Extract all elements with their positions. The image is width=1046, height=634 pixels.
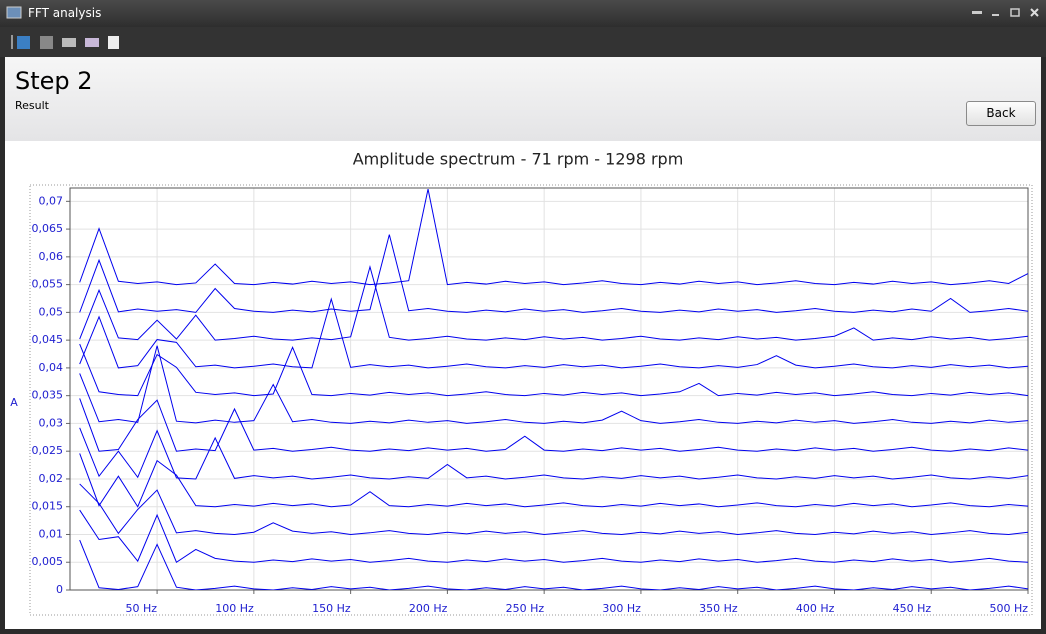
spectrum-line: [79, 539, 1028, 590]
app-icon: [6, 6, 22, 19]
pin-button[interactable]: [972, 11, 982, 14]
spectrum-line: [79, 427, 1028, 480]
spectrum-line: [79, 234, 1028, 313]
spectrum-line: [79, 264, 1028, 341]
title-bar: FFT analysis: [0, 0, 1046, 27]
tool-open[interactable]: [17, 36, 30, 49]
x-tick-label: 100 Hz: [215, 602, 254, 615]
x-tick-label: 300 Hz: [602, 602, 641, 615]
spectrum-line: [79, 509, 1028, 563]
maximize-button[interactable]: [1010, 8, 1020, 17]
minimize-button[interactable]: [992, 14, 999, 16]
spectrum-line: [79, 345, 1028, 424]
x-tick-label: 50 Hz: [126, 602, 158, 615]
x-tick-label: 500 Hz: [989, 602, 1028, 615]
y-tick-label: 0,06: [39, 250, 64, 263]
y-tick-label: 0: [56, 583, 63, 596]
y-tick-label: 0,07: [39, 194, 64, 207]
grip: [11, 35, 13, 49]
chart: Amplitude spectrum - 71 rpm - 1298 rpm A…: [10, 150, 1033, 616]
y-tick-label: 0,055: [32, 278, 64, 291]
chart-frame: [29, 184, 1033, 616]
spectrum-line: [79, 453, 1028, 508]
plot-border: [69, 187, 1029, 591]
content: Amplitude spectrum - 71 rpm - 1298 rpm A…: [5, 141, 1041, 629]
chart-title: Amplitude spectrum - 71 rpm - 1298 rpm: [353, 150, 684, 169]
spectrum-line: [79, 483, 1028, 535]
tool-print[interactable]: [62, 38, 76, 47]
toolbar-icons: [11, 35, 119, 49]
y-tick-label: 0,065: [32, 222, 64, 235]
y-axis-label: A: [10, 396, 18, 409]
y-tick-label: 0,01: [39, 527, 64, 540]
y-tick-label: 0,03: [39, 416, 64, 429]
spectrum-line: [79, 398, 1028, 452]
x-tick-label: 200 Hz: [409, 602, 448, 615]
x-tick-label: 450 Hz: [893, 602, 932, 615]
window-title: FFT analysis: [28, 6, 102, 20]
spectrum-line: [79, 343, 1028, 397]
y-tick-label: 0,025: [32, 444, 64, 457]
y-tick-label: 0,02: [39, 472, 64, 485]
y-tick-label: 0,045: [32, 333, 64, 346]
step-header: Step 2 Result Back: [5, 57, 1041, 141]
spectrum-line: [79, 297, 1028, 369]
x-tick-label: 250 Hz: [506, 602, 545, 615]
tool-save[interactable]: [40, 36, 53, 49]
step-subtitle: Result: [15, 99, 49, 112]
y-tick-label: 0,015: [32, 500, 64, 513]
y-tick-label: 0,005: [32, 555, 64, 568]
x-tick-label: 400 Hz: [796, 602, 835, 615]
toolbar: [0, 27, 1046, 57]
tool-copy[interactable]: [108, 36, 119, 49]
y-tick-label: 0,035: [32, 389, 64, 402]
x-tick-label: 350 Hz: [699, 602, 738, 615]
x-tick-label: 150 Hz: [312, 602, 351, 615]
y-tick-label: 0,05: [39, 305, 64, 318]
close-button[interactable]: [1030, 8, 1039, 17]
back-button[interactable]: Back: [966, 101, 1036, 126]
tool-print-preview[interactable]: [85, 38, 99, 47]
spectrum-line: [79, 189, 1028, 286]
step-title: Step 2: [15, 67, 93, 95]
title-icons: [6, 6, 1039, 19]
y-tick-label: 0,04: [39, 361, 64, 374]
